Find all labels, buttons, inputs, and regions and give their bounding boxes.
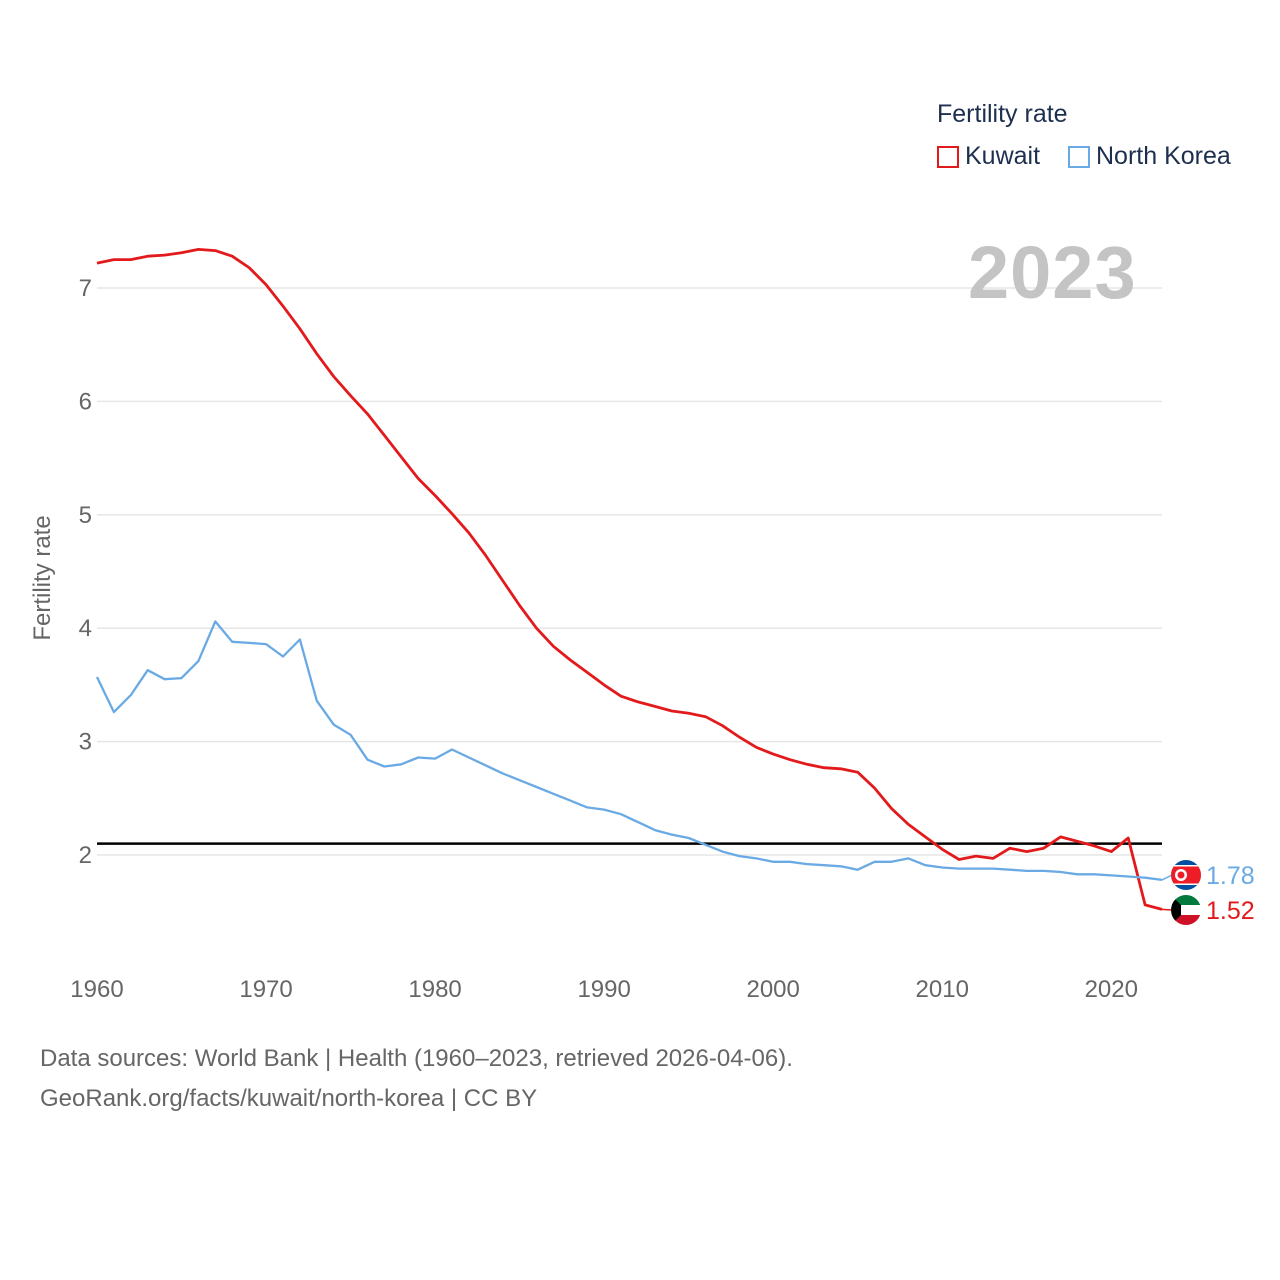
series-lines — [95, 247, 1163, 911]
legend-label-north-korea: North Korea — [1096, 142, 1231, 170]
x-tick-label: 2010 — [916, 976, 969, 1003]
y-tick-label: 5 — [79, 502, 92, 529]
end-labels: 1.78 1.52 — [1161, 860, 1255, 925]
grid-lines — [97, 287, 1162, 856]
legend-label-kuwait: Kuwait — [965, 142, 1041, 170]
x-tick-label: 1980 — [408, 976, 461, 1003]
attribution-link[interactable]: GeoRank.org/facts/kuwait/north-korea | C… — [40, 1085, 538, 1112]
x-tick-label: 1990 — [577, 976, 630, 1003]
series-line-kuwait[interactable] — [96, 247, 1163, 911]
x-tick-label: 2020 — [1085, 976, 1138, 1003]
kuwait-swatch-icon — [937, 145, 959, 168]
north-korea-end-value: 1.78 — [1206, 862, 1255, 890]
kuwait-end-value: 1.52 — [1206, 897, 1255, 925]
legend-title: Fertility rate — [937, 100, 1068, 128]
year-display: 2023 — [968, 231, 1137, 314]
source-line: Data sources: World Bank | Health (1960–… — [40, 1045, 793, 1072]
y-tick-label: 3 — [79, 729, 92, 756]
legend-item-north-korea[interactable]: North Korea — [1068, 142, 1231, 171]
y-tick-label: 4 — [79, 615, 92, 642]
y-tick-label: 6 — [79, 388, 92, 415]
north-korea-leader-line — [1161, 874, 1173, 881]
kuwait-flag-icon — [1171, 895, 1201, 925]
legend-item-kuwait[interactable]: Kuwait — [937, 142, 1040, 171]
y-tick-label: 2 — [79, 842, 92, 869]
x-tick-label: 1970 — [239, 976, 292, 1003]
north-korea-flag-icon — [1171, 860, 1201, 890]
y-axis-label: Fertility rate — [29, 515, 56, 640]
y-tick-labels: 2 3 4 5 6 7 — [79, 275, 92, 869]
x-tick-label: 2000 — [746, 976, 799, 1003]
x-tick-labels: 1960 1970 1980 1990 2000 2010 2020 — [70, 976, 1138, 1003]
north-korea-swatch-icon — [1068, 145, 1090, 168]
series-line-north-korea[interactable] — [95, 620, 1163, 882]
y-tick-label: 7 — [79, 275, 92, 302]
kuwait-leader-line — [1161, 908, 1173, 911]
x-tick-label: 1960 — [70, 976, 123, 1003]
